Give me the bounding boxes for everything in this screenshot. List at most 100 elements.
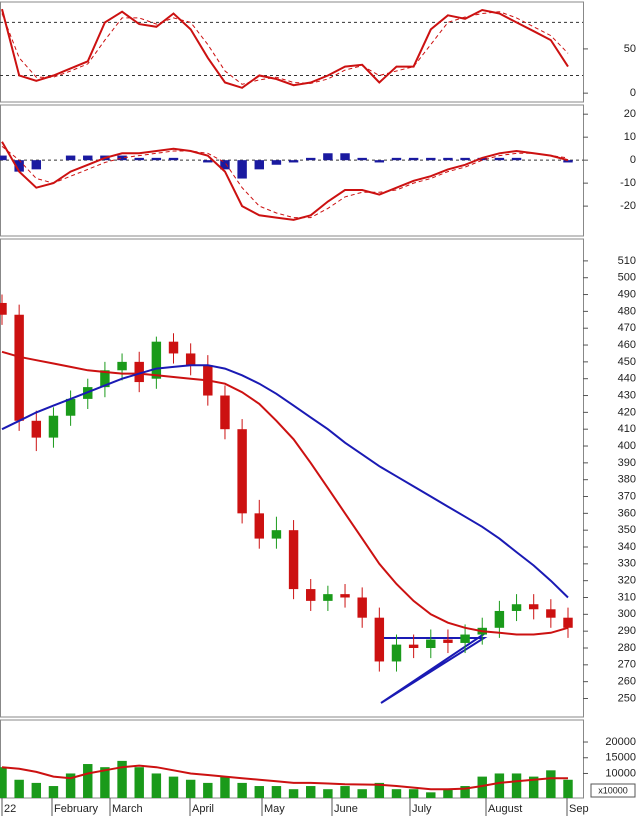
y-tick-label: 0 (630, 87, 636, 99)
volume-bar (408, 789, 419, 798)
volume-bar (494, 773, 505, 798)
volume-bar (563, 779, 573, 798)
unit-box (590, 783, 636, 798)
y-tick-label: 270 (618, 659, 636, 671)
candle-body (271, 530, 282, 539)
volume-bar (477, 776, 487, 798)
volume-bar (31, 782, 42, 798)
candle-body (408, 644, 419, 648)
volume-bar (460, 786, 470, 798)
panel-frame (0, 104, 584, 237)
volume-bar (374, 782, 385, 798)
y-tick-label: 250 (618, 692, 636, 704)
candle-body (185, 353, 196, 366)
signal-line (1, 146, 569, 219)
y-tick-label: 310 (618, 591, 636, 603)
candle-body (288, 530, 299, 590)
y-tick-label: -20 (620, 200, 636, 212)
candle-body (65, 398, 76, 416)
indicator-line (1, 141, 569, 221)
panel-frame (0, 1, 584, 103)
candle-body (117, 361, 127, 371)
volume-bar (426, 792, 436, 798)
y-tick-label: 260 (618, 676, 636, 688)
y-tick-label: -10 (620, 177, 636, 189)
y-tick-label: 10 (624, 131, 636, 143)
volume-bar (168, 776, 179, 798)
y-tick-label: 510 (618, 255, 636, 267)
candle-body (306, 589, 316, 601)
candle-body (48, 415, 59, 438)
x-tick-label: July (412, 803, 432, 815)
candle-body (151, 341, 162, 379)
volume-bar (254, 786, 264, 798)
histogram-bar (306, 157, 316, 161)
signal-line (1, 11, 569, 85)
x-tick-label: Sep (569, 803, 589, 815)
histogram-bar (288, 160, 299, 163)
volume-bar (65, 773, 76, 798)
x-tick-label: April (192, 803, 214, 815)
histogram-bar (477, 157, 487, 161)
indicator-line (1, 8, 569, 89)
x-tick-label: March (112, 803, 143, 815)
y-tick-label: 350 (618, 524, 636, 536)
y-tick-label: 430 (618, 389, 636, 401)
histogram-bar (151, 157, 162, 161)
volume-bar (306, 786, 316, 798)
y-tick-label: 480 (618, 305, 636, 317)
histogram-bar (426, 157, 436, 161)
y-tick-label: 360 (618, 507, 636, 519)
histogram-bar (408, 157, 419, 161)
candle-body (374, 617, 385, 662)
candle-body (443, 639, 453, 643)
candle-body (426, 639, 436, 648)
volume-bar (528, 776, 539, 798)
histogram-bar (460, 157, 470, 161)
indicator-line (1, 350, 569, 636)
volume-bar (0, 767, 7, 798)
volume-bar (323, 789, 333, 798)
y-tick-label: 340 (618, 541, 636, 553)
y-tick-label: 440 (618, 373, 636, 385)
histogram-bar (271, 160, 282, 165)
histogram-bar (374, 160, 385, 163)
y-tick-label: 410 (618, 423, 636, 435)
histogram-bar (83, 155, 93, 161)
volume-bar (151, 773, 162, 798)
y-tick-label: 280 (618, 642, 636, 654)
volume-bar (271, 786, 282, 798)
y-tick-label: 380 (618, 474, 636, 486)
x-tick-label: May (264, 803, 285, 815)
y-tick-label: 15000 (605, 752, 636, 764)
y-tick-label: 460 (618, 339, 636, 351)
candle-body (511, 604, 522, 611)
y-tick-label: 400 (618, 440, 636, 452)
histogram-bar (168, 157, 179, 161)
candle-body (340, 594, 350, 598)
x-tick-label: August (488, 803, 522, 815)
candle-body (0, 302, 7, 315)
candle-body (168, 341, 179, 354)
volume-bar (48, 786, 59, 798)
histogram-bar (0, 155, 7, 161)
candle-body (546, 609, 556, 618)
candle-body (563, 617, 573, 628)
y-tick-label: 300 (618, 608, 636, 620)
histogram-bar (494, 157, 505, 161)
candle-body (391, 644, 402, 662)
y-tick-label: 330 (618, 558, 636, 570)
candle-body (460, 634, 470, 643)
candle-body (220, 395, 230, 430)
histogram-bar (391, 157, 402, 161)
volume-bar (443, 789, 453, 798)
histogram-bar (117, 155, 127, 161)
histogram-bar (14, 160, 24, 172)
y-tick-label: 500 (618, 272, 636, 284)
histogram-bar (220, 160, 230, 170)
volume-bar (288, 789, 299, 798)
y-tick-label: 50 (624, 43, 636, 55)
unit-label: x10000 (598, 785, 628, 795)
y-tick-label: 490 (618, 288, 636, 300)
